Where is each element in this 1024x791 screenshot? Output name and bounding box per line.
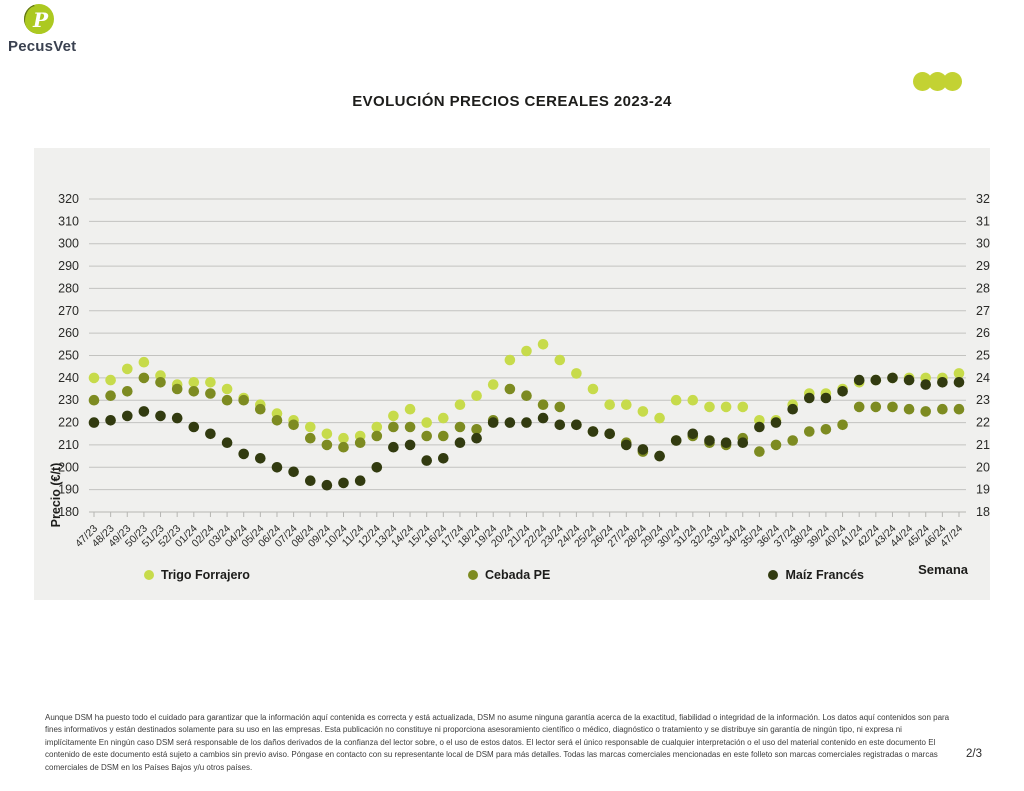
svg-text:190: 190	[58, 483, 79, 497]
disclaimer-text: Aunque DSM ha puesto todo el cuidado par…	[45, 712, 957, 774]
brand-dot-icon	[913, 72, 932, 91]
svg-text:260: 260	[976, 326, 990, 340]
legend-item-maiz-frances: Maíz Francés	[768, 568, 864, 582]
svg-text:270: 270	[58, 304, 79, 318]
svg-text:300: 300	[58, 237, 79, 251]
price-scatter-chart: 180 180 190 190 200 200 210 210 220 220 230 230 240 2…	[58, 192, 990, 550]
legend-dot-icon	[468, 570, 479, 580]
svg-text:200: 200	[58, 460, 79, 474]
svg-text:210: 210	[58, 438, 79, 452]
page-title: EVOLUCIÓN PRECIOS CEREALES 2023-24	[352, 93, 672, 110]
brand-dot-icon	[928, 72, 947, 91]
svg-text:210: 210	[976, 438, 990, 452]
legend-label: Maíz Francés	[785, 568, 864, 582]
brand-dots-icon	[913, 72, 962, 92]
disclaimer-line: comerciales de DSM en los Países Bajos y…	[45, 762, 253, 772]
legend-dot-icon	[144, 570, 154, 580]
logo-monogram: P	[33, 8, 49, 32]
svg-text:220: 220	[58, 416, 79, 430]
svg-text:190: 190	[976, 483, 990, 497]
svg-text:250: 250	[976, 349, 990, 363]
disclaimer-line: Aunque DSM ha puesto todo el cuidado par…	[45, 713, 950, 722]
svg-text:310: 310	[58, 214, 79, 228]
svg-text:300: 300	[976, 237, 990, 251]
legend-item-cebada-pe: Cebada PE	[468, 568, 550, 582]
pecusvet-logo: P PecusVet	[8, 4, 148, 55]
disclaimer-line: contenido de este documento está sujeto …	[45, 750, 938, 760]
disclaimer-line: fines informativos y están destinados so…	[45, 725, 902, 735]
legend-item-trigo-forrajero: Trigo Forrajero	[144, 568, 250, 582]
svg-text:200: 200	[976, 460, 990, 474]
logo-wordmark: PecusVet	[8, 38, 77, 55]
legend-label: Cebada PE	[485, 568, 551, 582]
page-number: 2/3	[966, 748, 982, 760]
legend-label: Trigo Forrajero	[161, 568, 250, 582]
chart-legend: Trigo Forrajero Cebada PE Maíz Francés	[144, 568, 864, 582]
svg-text:280: 280	[976, 281, 990, 295]
svg-text:230: 230	[976, 393, 990, 407]
svg-text:260: 260	[58, 326, 79, 340]
svg-text:250: 250	[58, 349, 79, 363]
svg-text:290: 290	[976, 259, 990, 273]
logo-crescent-inner-shape	[25, 6, 47, 34]
svg-text:220: 220	[976, 416, 990, 430]
svg-text:320: 320	[58, 192, 79, 206]
svg-text:240: 240	[58, 371, 79, 385]
svg-text:320: 320	[976, 192, 990, 206]
svg-text:270: 270	[976, 304, 990, 318]
svg-text:240: 240	[976, 371, 990, 385]
legend-dot-icon	[768, 570, 779, 580]
svg-text:230: 230	[58, 393, 79, 407]
y-axis-title: Precio (€/t)	[49, 462, 63, 528]
disclaimer-line: implícitamente En ningún caso DSM será r…	[45, 737, 936, 747]
svg-text:280: 280	[58, 281, 79, 295]
svg-text:180: 180	[58, 505, 79, 519]
x-axis-title: Semana	[918, 562, 968, 577]
pecusvet-logo-icon: P	[24, 4, 54, 34]
svg-text:290: 290	[58, 259, 79, 273]
chart-panel: 180 180 190 190 200 200 210 210 220 220 230 230 240 2…	[34, 148, 990, 600]
brand-dot-icon	[943, 72, 962, 91]
svg-text:180: 180	[976, 505, 990, 519]
svg-text:310: 310	[976, 214, 990, 228]
